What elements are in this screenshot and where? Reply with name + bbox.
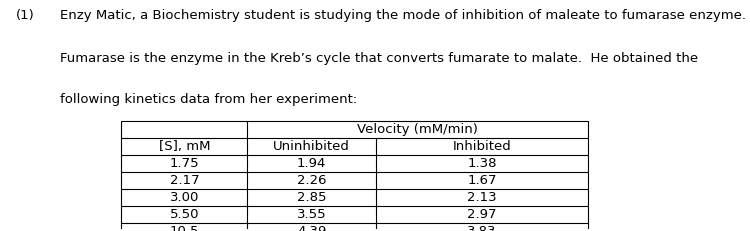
Text: 3.83: 3.83 bbox=[467, 225, 496, 231]
Text: 2.85: 2.85 bbox=[297, 191, 326, 204]
Text: 3.00: 3.00 bbox=[170, 191, 199, 204]
Text: 2.97: 2.97 bbox=[467, 208, 496, 221]
Text: Enzy Matic, a Biochemistry student is studying the mode of inhibition of maleate: Enzy Matic, a Biochemistry student is st… bbox=[61, 9, 746, 22]
Text: [S], mM: [S], mM bbox=[159, 140, 210, 153]
Text: following kinetics data from her experiment:: following kinetics data from her experim… bbox=[61, 93, 358, 106]
Text: 4.39: 4.39 bbox=[297, 225, 326, 231]
Text: 1.94: 1.94 bbox=[297, 157, 326, 170]
Text: 1.75: 1.75 bbox=[170, 157, 200, 170]
Text: 1.38: 1.38 bbox=[467, 157, 496, 170]
Text: 2.13: 2.13 bbox=[467, 191, 496, 204]
Text: (1): (1) bbox=[16, 9, 35, 22]
Text: 2.26: 2.26 bbox=[297, 174, 326, 187]
Text: 5.50: 5.50 bbox=[170, 208, 200, 221]
Text: 2.17: 2.17 bbox=[170, 174, 200, 187]
Text: Uninhibited: Uninhibited bbox=[273, 140, 350, 153]
Text: Fumarase is the enzyme in the Kreb’s cycle that converts fumarate to malate.  He: Fumarase is the enzyme in the Kreb’s cyc… bbox=[61, 52, 698, 65]
Text: 10.5: 10.5 bbox=[170, 225, 200, 231]
Text: 3.55: 3.55 bbox=[297, 208, 326, 221]
Text: Inhibited: Inhibited bbox=[452, 140, 512, 153]
Text: Velocity (mM/min): Velocity (mM/min) bbox=[357, 123, 478, 136]
Text: 1.67: 1.67 bbox=[467, 174, 496, 187]
